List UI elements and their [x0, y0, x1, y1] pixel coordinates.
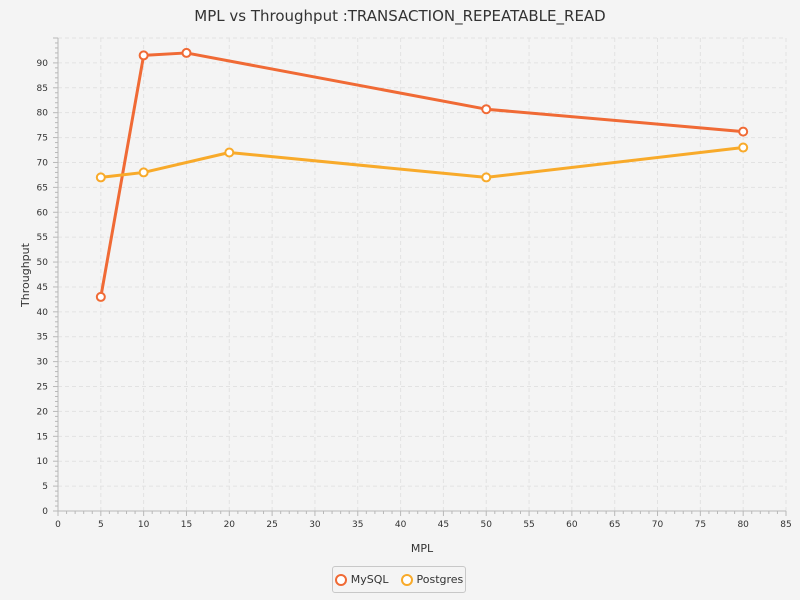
x-tick-label: 75: [695, 520, 706, 530]
data-point[interactable]: [181, 47, 192, 58]
x-tick-label: 10: [138, 520, 150, 530]
x-tick-label: 5: [98, 520, 104, 530]
y-tick-label: 5: [42, 482, 48, 492]
x-tick-label: 45: [438, 520, 449, 530]
series-line-mysql: [99, 51, 744, 298]
series: [95, 47, 749, 302]
data-point[interactable]: [481, 172, 492, 183]
x-tick-label: 0: [55, 520, 61, 530]
x-tick-label: 15: [181, 520, 192, 530]
y-tick-label: 75: [37, 134, 48, 144]
y-tick-label: 50: [37, 258, 49, 268]
y-tick-label: 10: [37, 457, 49, 467]
x-tick-label: 30: [309, 520, 321, 530]
y-tick-label: 70: [37, 158, 49, 168]
data-point[interactable]: [95, 172, 106, 183]
y-tick-label: 35: [37, 333, 48, 343]
legend-symbol-icon: [334, 573, 347, 586]
legend-item-postgres[interactable]: Postgres: [400, 573, 464, 586]
data-point[interactable]: [95, 291, 106, 302]
x-tick-label: 85: [780, 520, 791, 530]
x-tick-label: 25: [266, 520, 277, 530]
y-tick-label: 25: [37, 383, 48, 393]
data-point[interactable]: [224, 147, 235, 158]
legend-label: Postgres: [416, 573, 464, 586]
y-tick-label: 60: [37, 208, 49, 218]
x-tick-label: 60: [566, 520, 578, 530]
data-point[interactable]: [738, 142, 749, 153]
x-tick-label: 70: [652, 520, 664, 530]
x-tick-label: 20: [224, 520, 236, 530]
x-tick-label: 65: [609, 520, 620, 530]
data-point[interactable]: [481, 104, 492, 115]
y-tick-label: 55: [37, 233, 48, 243]
y-tick-label: 45: [37, 283, 48, 293]
y-tick-label: 40: [37, 308, 49, 318]
y-tick-label: 65: [37, 183, 48, 193]
x-tick-label: 40: [395, 520, 407, 530]
legend-symbol-icon: [400, 573, 413, 586]
x-tick-label: 35: [352, 520, 363, 530]
y-tick-label: 85: [37, 84, 48, 94]
y-tick-label: 0: [42, 507, 48, 517]
data-point[interactable]: [738, 126, 749, 137]
y-axis-title: Throughput: [19, 242, 32, 308]
legend-label: MySQL: [350, 573, 389, 586]
y-tick-label: 80: [37, 109, 49, 119]
x-tick-label: 50: [481, 520, 493, 530]
y-tick-label: 15: [37, 432, 48, 442]
x-tick-label: 80: [737, 520, 749, 530]
chart-title: MPL vs Throughput :TRANSACTION_REPEATABL…: [194, 7, 606, 25]
y-tick-label: 20: [37, 407, 49, 417]
data-point[interactable]: [138, 50, 149, 61]
legend: MySQL Postgres: [332, 566, 466, 593]
x-axis-title: MPL: [411, 542, 434, 555]
axes: 0 5 10 15 20 25 30 35 40 45 50 55 60 65 70 75 80 85 0 5 10 15…: [37, 37, 792, 530]
y-tick-label: 30: [37, 358, 49, 368]
x-tick-label: 55: [523, 520, 534, 530]
legend-item-mysql[interactable]: MySQL: [334, 573, 389, 586]
grid: [58, 37, 787, 511]
y-tick-label: 90: [37, 59, 49, 69]
data-point[interactable]: [138, 167, 149, 178]
